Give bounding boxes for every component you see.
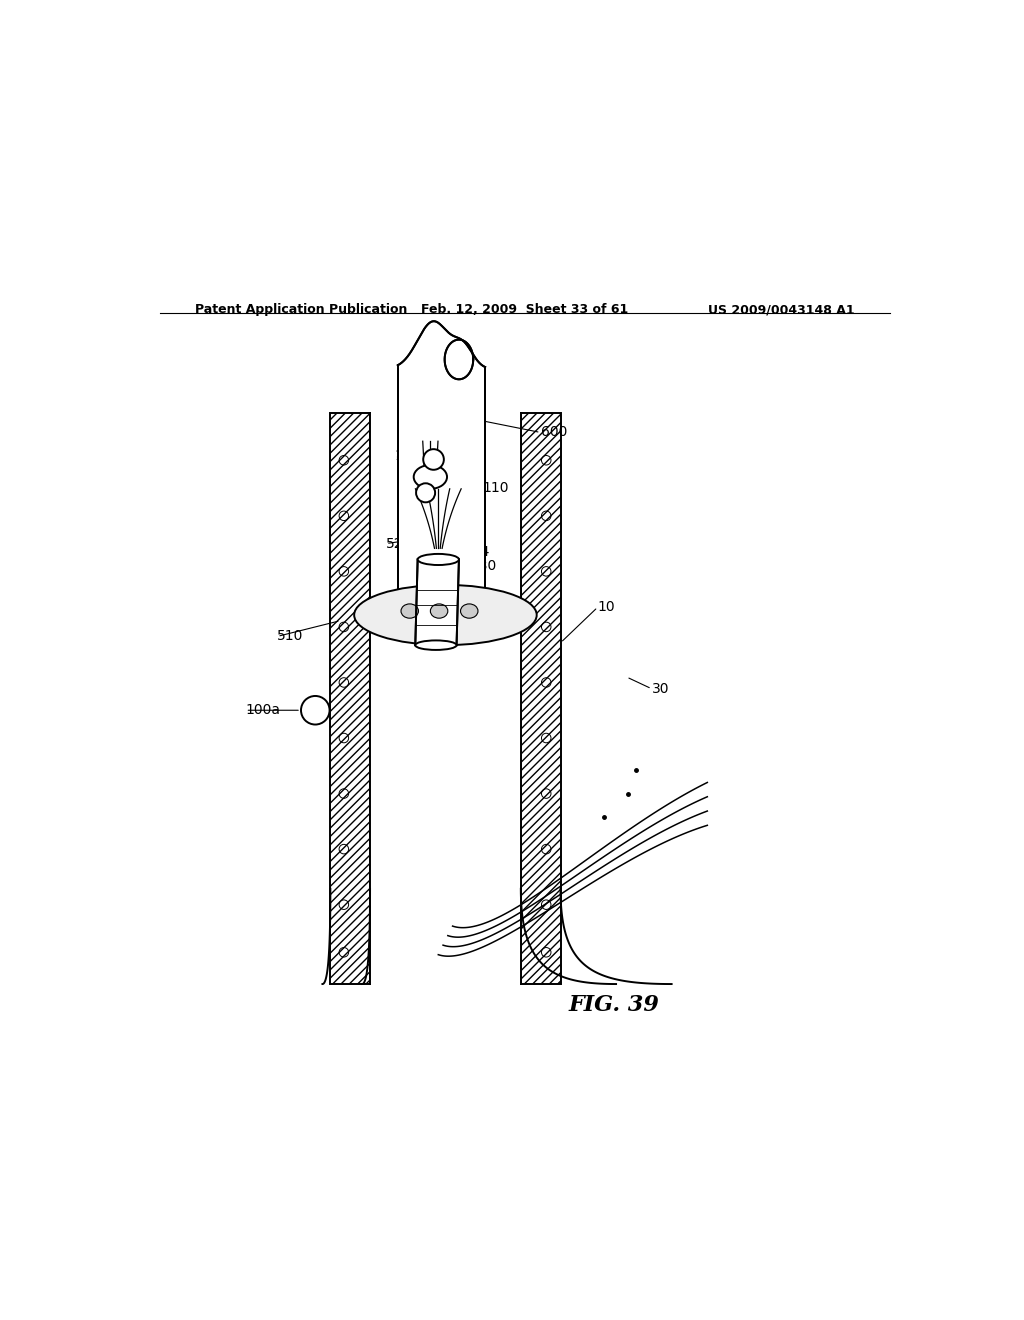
Ellipse shape [401,605,419,618]
Ellipse shape [430,605,447,618]
Text: 600: 600 [541,425,567,440]
Text: 100b: 100b [394,449,430,463]
Text: 532: 532 [401,477,428,491]
Text: FIG. 39: FIG. 39 [568,994,659,1016]
Ellipse shape [461,605,478,618]
Text: 30: 30 [652,682,670,696]
Polygon shape [397,370,485,627]
Text: Patent Application Publication: Patent Application Publication [196,304,408,315]
Ellipse shape [354,585,537,645]
Text: 522: 522 [440,453,466,467]
Circle shape [416,483,435,503]
Ellipse shape [418,554,459,565]
Text: 510: 510 [278,630,303,643]
Polygon shape [416,560,459,645]
Text: 100a: 100a [246,704,281,717]
Circle shape [423,449,443,470]
Text: 530: 530 [471,558,497,573]
Text: US 2009/0043148 A1: US 2009/0043148 A1 [708,304,854,315]
Polygon shape [370,413,521,983]
Text: 10: 10 [598,601,615,614]
Polygon shape [331,413,370,983]
Text: 520: 520 [386,537,413,550]
Text: 110: 110 [482,480,509,495]
Ellipse shape [414,465,447,488]
Polygon shape [521,413,560,983]
Text: 104: 104 [464,545,490,558]
Text: Feb. 12, 2009  Sheet 33 of 61: Feb. 12, 2009 Sheet 33 of 61 [421,304,629,315]
Ellipse shape [416,640,457,649]
